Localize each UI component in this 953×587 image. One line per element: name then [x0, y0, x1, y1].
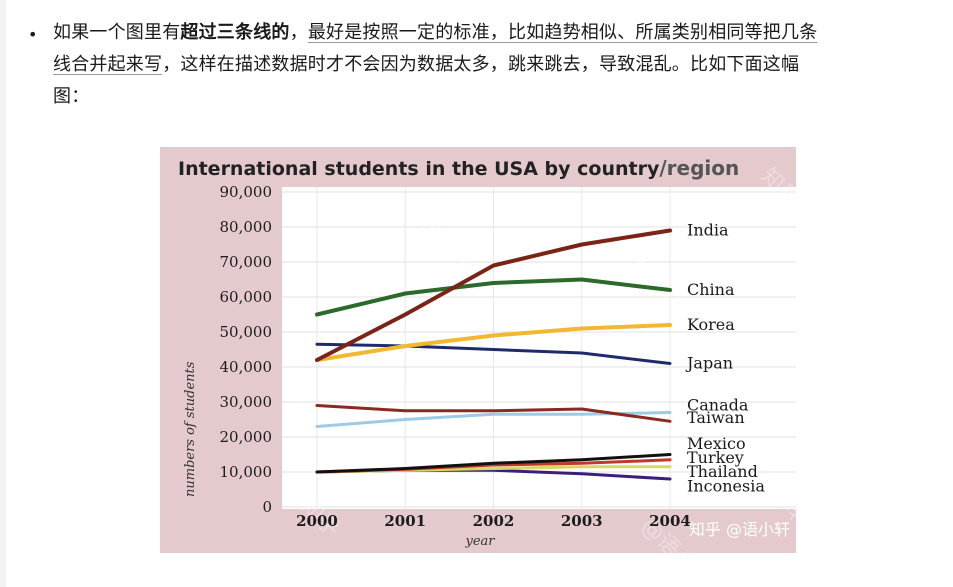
y-tick-label: 10,000 — [220, 463, 273, 481]
paragraph-comma: ， — [290, 22, 308, 43]
x-tick-label: 2004 — [649, 512, 691, 530]
y-tick-label: 60,000 — [220, 288, 273, 306]
y-tick-label: 30,000 — [220, 393, 273, 411]
y-axis-label: numbers of students — [183, 361, 198, 497]
y-tick-label: 40,000 — [220, 358, 273, 376]
series-label-china: China — [687, 280, 735, 299]
paragraph-text-3: 图： — [53, 86, 89, 107]
x-tick-label: 2000 — [296, 512, 338, 530]
chart-title: International students in the USA by cou… — [178, 156, 739, 180]
y-tick-label: 20,000 — [220, 428, 273, 446]
x-tick-label: 2003 — [561, 512, 603, 530]
x-axis-label: year — [464, 534, 495, 549]
chart-title-main: International students in the USA by cou… — [178, 158, 660, 180]
series-label-korea: Korea — [687, 315, 735, 334]
x-tick-label: 2001 — [384, 512, 426, 530]
series-label-inconesia: Inconesia — [687, 477, 765, 496]
series-label-japan: Japan — [685, 354, 733, 373]
paragraph-text-1: 如果一个图里有 — [53, 22, 180, 43]
chart-title-suffix: /region — [659, 156, 739, 180]
paragraph-underlined-1: 最好是按照一定的标准，比如趋势相似、所属类别相同等把几条 — [308, 22, 818, 43]
y-tick-label: 90,000 — [220, 183, 273, 201]
y-tick-label: 80,000 — [220, 218, 273, 236]
page-left-rule — [0, 0, 6, 587]
series-label-india: India — [687, 221, 729, 240]
list-bullet: • — [28, 20, 37, 50]
paragraph-bold-phrase: 超过三条线的 — [180, 22, 289, 43]
paragraph-text-2: ，这样在描述数据时才不会因为数据太多，跳来跳去，导致混乱。比如下面这幅 — [162, 54, 799, 75]
series-label-taiwan: Taiwan — [687, 408, 745, 427]
y-tick-label: 50,000 — [220, 323, 273, 341]
article-paragraph: 如果一个图里有超过三条线的，最好是按照一定的标准，比如趋势相似、所属类别相同等把… — [53, 17, 933, 113]
brand-watermark: 知乎 @语小轩 — [689, 520, 790, 539]
x-tick-label: 2002 — [473, 512, 515, 530]
y-tick-label: 70,000 — [220, 253, 273, 271]
paragraph-underlined-2: 线合并起来写 — [53, 54, 162, 75]
y-tick-label: 0 — [262, 498, 272, 516]
